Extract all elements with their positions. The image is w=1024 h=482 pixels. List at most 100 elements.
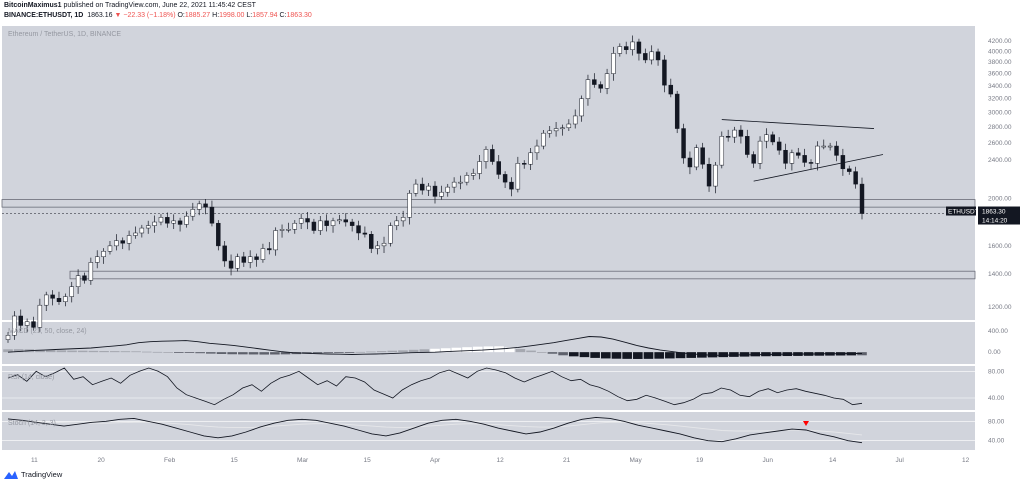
macd-bar [344,352,355,353]
macd-tick-label: 0.00 [988,349,1001,356]
macd-bar [750,352,761,357]
candle-up [388,225,393,244]
candle-up [44,294,49,306]
candle-up [139,227,145,234]
candle-down [770,134,776,143]
macd-bar [504,347,515,353]
candle-up [534,145,540,154]
symbol-tag [946,206,976,216]
candle-up [713,164,718,187]
candle-up [604,73,610,89]
macd-bar [141,351,152,353]
candle-up [649,51,654,61]
candle-down [420,183,425,191]
candle-down [783,149,788,164]
candle-down [674,93,680,129]
open-value: 1885.27 [184,12,211,19]
macd-bar [611,352,622,359]
candle-down [859,183,865,214]
macd-bar [13,349,24,353]
candle-down [369,233,374,249]
candle-down [738,129,744,137]
candle-up [375,245,380,249]
date-tick-label: 15 [364,457,372,464]
macd-bar [77,350,88,353]
candle-up [439,191,444,197]
rsi-pane [2,366,975,410]
date-tick-label: Apr [430,457,441,464]
macd-bar [526,350,536,353]
date-tick-label: Mar [297,457,309,464]
candle-up [75,275,81,287]
candle-up [337,219,342,222]
candle-up [101,250,106,258]
macd-bar [643,352,654,359]
candle-down [592,79,597,85]
candle-up [12,315,17,336]
indicators [2,336,975,444]
last-price: 1863.16 [87,12,113,19]
tradingview-logo-icon [4,471,18,479]
price-tag [978,206,1020,225]
macd-bar [109,351,120,353]
stoch-tick-label: 80.00 [988,418,1005,425]
price-tag-value: 1863.30 [982,209,1006,216]
candle-up [407,192,412,218]
candle-up [69,286,74,297]
candle-down [834,145,839,156]
candle-up [471,173,476,176]
support-zone [69,270,976,280]
candle-up [400,217,406,222]
macd-bar [547,352,558,354]
candle-down [222,245,227,262]
candle-up [477,161,482,174]
candle-down [725,136,731,138]
candle-up [330,220,336,226]
tradingview-brand[interactable]: TradingView [21,470,63,479]
candle-up [196,203,202,210]
candle-down [203,203,208,208]
macd-bar [440,348,451,353]
resistance-zone [1,199,976,208]
candle-up [611,53,616,74]
candle-down [643,53,648,61]
macd-bar [35,349,45,353]
macd-bar [216,352,227,354]
candle-up [381,242,387,247]
macd-bar [99,351,109,353]
candle-up [37,304,43,328]
candle-down [228,260,234,269]
macd-tick-label: 400.00 [988,328,1008,335]
axes: 4200.00 4000.00 3800.00 3600.00 3400.00 3200.… [31,38,1020,464]
date-tick-label: Feb [164,457,176,464]
stoch-k-line [7,416,863,444]
macd-bar [462,347,472,353]
candle-up [630,41,635,50]
price-tick-label: 4200.00 [988,38,1012,45]
publish-text: published on TradingView.com, June 22, 2… [63,2,256,9]
date-tick-label: 19 [696,457,704,464]
candle-up [126,235,132,244]
low-value: 1857.94 [252,12,278,19]
date-tick-label: 12 [962,457,970,464]
macd-bar [227,352,237,355]
candle-up [279,229,285,231]
candle-up [732,129,737,138]
candle-up [413,183,419,194]
candle-up [451,181,457,188]
candle-up [394,220,399,226]
macd-bar [280,352,291,355]
price-axis-bg [976,24,1024,452]
candle-down [509,181,514,190]
author-name[interactable]: BitcoinMaximus1 [4,2,62,9]
macd-bar [376,351,387,353]
candle-down [241,256,247,263]
candle-down [802,155,807,163]
candle-up [184,215,189,225]
candle-down [343,219,349,223]
candle-down [847,168,852,172]
candle-up [821,145,826,148]
chart-area[interactable]: 4200.00 4000.00 3800.00 3600.00 3400.00 3200.… [0,24,1024,466]
macd-bar [312,352,323,354]
candle-up [566,123,572,129]
